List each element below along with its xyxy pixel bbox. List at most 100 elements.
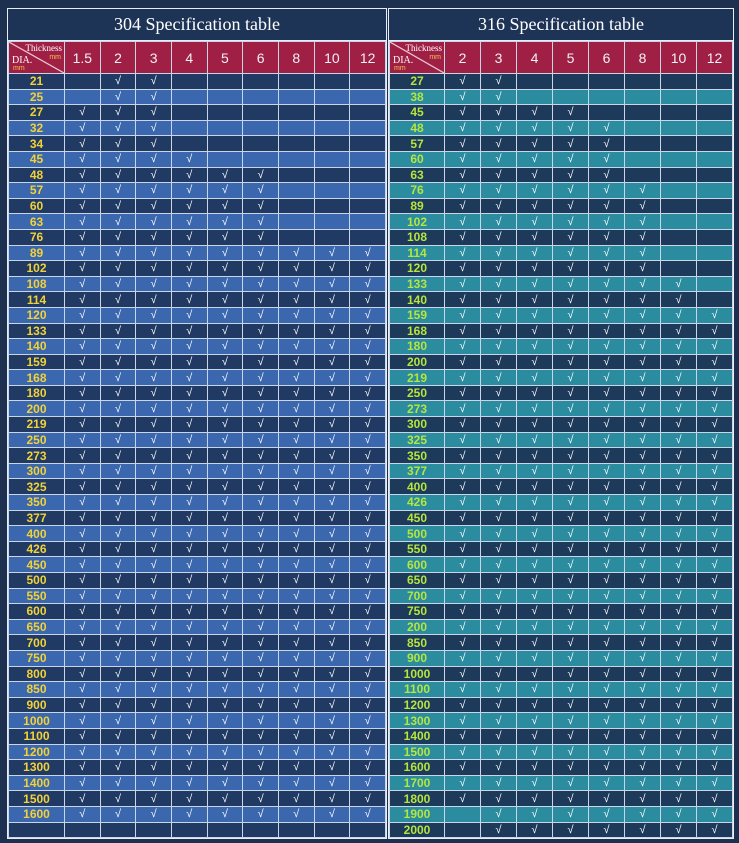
check-cell: √ [277,743,315,761]
check-cell: √ [444,88,481,106]
check-cell: √ [277,696,315,714]
check-cell: √ [696,572,733,589]
check-cell: √ [206,275,244,293]
empty-cell [99,821,137,839]
dia-cell: 27 [8,104,65,121]
check-cell: √ [588,416,625,433]
check-cell: √ [552,353,589,371]
check-cell: √ [206,228,244,246]
check-cell: √ [516,509,553,527]
check-cell: √ [696,431,733,449]
thickness-header-cell: 2 [444,41,481,74]
check-cell: √ [480,525,517,542]
check-cell: √ [135,618,172,636]
check-cell: √ [135,291,172,308]
check-cell: √ [206,509,244,527]
table-row: 650 √ √ √ √ √ √ √ √ [389,572,733,589]
table-row: 1700 √ √ √ √ √ √ √ √ [389,774,733,792]
check-cell: √ [170,665,208,683]
check-cell: √ [588,260,625,277]
check-cell: √ [349,384,386,402]
check-cell: √ [444,431,481,449]
check-cell: √ [588,228,625,246]
empty-cell [696,260,733,277]
table-316-body: 27 √ √ 38 √ √ 45 √ √ √ √ 48 √ √ √ √ √ 57 √ √ √ √ √ 60 √ √ √ √ √ 63 √ √ √… [389,73,733,839]
check-cell: √ [313,338,351,355]
table-row: 1500 √ √ √ √ √ √ √ √ [389,743,733,761]
check-cell: √ [624,462,661,480]
empty-cell [660,260,697,277]
table-row: 900 √ √ √ √ √ √ √ √ √ [8,696,386,714]
check-cell: √ [444,228,481,246]
dia-cell: 1800 [389,790,445,807]
check-cell: √ [552,805,589,823]
dia-cell [8,821,65,839]
check-cell: √ [552,166,589,184]
table-316-panel: 316 Specification table Thickness mm DIA. m… [388,8,734,840]
empty-cell [277,213,315,230]
table-row: 133 √ √ √ √ √ √ √ [389,275,733,293]
dia-cell: 1300 [389,712,445,729]
table-row: 159 √ √ √ √ √ √ √ √ √ [8,353,386,371]
check-cell: √ [170,525,208,542]
check-cell: √ [170,618,208,636]
check-cell: √ [99,774,137,792]
table-304-body: 21 √ √ 25 √ √ 27 √ √ √ 32 √ √ √ 34 √ √ √ 45 √ √ √ √ 48 √ √ √ √ √ √ 57 √… [8,73,386,839]
check-cell: √ [516,759,553,776]
check-cell: √ [349,572,386,589]
table-row: 400 √ √ √ √ √ √ √ √ [389,478,733,496]
empty-cell [64,821,101,839]
empty-cell [277,88,315,106]
check-cell: √ [516,244,553,262]
check-cell: √ [624,228,661,246]
check-cell: √ [242,197,279,215]
dia-cell: 1600 [8,805,65,823]
check-cell: √ [588,774,625,792]
check-cell: √ [170,743,208,761]
check-cell: √ [277,353,315,371]
check-cell: √ [480,275,517,293]
table-row: 426 √ √ √ √ √ √ √ √ [389,494,733,511]
table-row: 27 √ √ √ [8,104,386,121]
check-cell: √ [313,494,351,511]
check-cell: √ [206,759,244,776]
check-cell: √ [349,353,386,371]
check-cell: √ [242,275,279,293]
check-cell: √ [552,104,589,121]
check-cell: √ [660,556,697,573]
empty-cell [660,166,697,184]
check-cell: √ [313,540,351,558]
table-row: 1600 √ √ √ √ √ √ √ √ [389,759,733,776]
dia-cell: 120 [8,306,65,324]
table-row: 159 √ √ √ √ √ √ √ √ [389,306,733,324]
check-cell: √ [277,431,315,449]
check-cell: √ [242,681,279,698]
check-cell: √ [624,774,661,792]
check-cell: √ [588,478,625,496]
empty-cell [242,88,279,106]
check-cell: √ [480,649,517,667]
check-cell: √ [624,494,661,511]
dia-cell: 76 [8,228,65,246]
dia-cell: 426 [389,494,445,511]
empty-cell [624,88,661,106]
check-cell: √ [242,260,279,277]
table-row: 600 √ √ √ √ √ √ √ √ √ [8,603,386,620]
table-row: 120 √ √ √ √ √ √ √ √ √ [8,306,386,324]
check-cell: √ [135,556,172,573]
check-cell: √ [660,649,697,667]
empty-cell [170,135,208,152]
check-cell: √ [444,696,481,714]
check-cell: √ [444,462,481,480]
check-cell: √ [64,182,101,199]
check-cell: √ [696,727,733,745]
check-cell: √ [99,727,137,745]
check-cell: √ [552,322,589,340]
table-row: 108 √ √ √ √ √ √ [389,228,733,246]
check-cell: √ [64,478,101,496]
empty-cell [277,104,315,121]
empty-cell [588,88,625,106]
check-cell: √ [660,821,697,839]
dia-unit: mm [394,65,406,72]
check-cell: √ [588,400,625,418]
